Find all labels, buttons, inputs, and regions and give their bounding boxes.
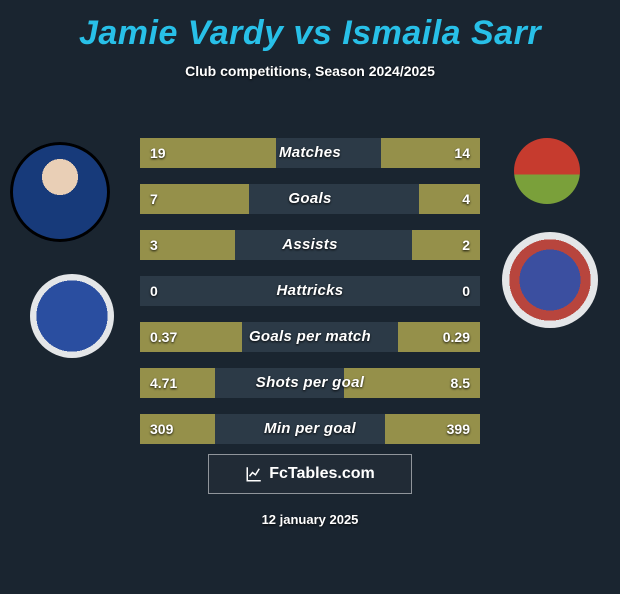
subtitle: Club competitions, Season 2024/2025 (0, 63, 620, 79)
stat-row: 74Goals (140, 184, 480, 214)
player-left-avatar (10, 142, 110, 242)
stat-label: Assists (140, 230, 480, 260)
stat-row: 309399Min per goal (140, 414, 480, 444)
club-left-badge (30, 274, 114, 358)
site-logo: FcTables.com (208, 454, 412, 494)
stat-label: Min per goal (140, 414, 480, 444)
stat-row: 1914Matches (140, 138, 480, 168)
stat-label: Goals (140, 184, 480, 214)
stat-row: 4.718.5Shots per goal (140, 368, 480, 398)
stat-label: Matches (140, 138, 480, 168)
stat-row: 00Hattricks (140, 276, 480, 306)
stats-container: 1914Matches 74Goals 32Assists 00Hattricks 0.… (140, 138, 480, 460)
page-title: Jamie Vardy vs Ismaila Sarr (0, 14, 620, 53)
chart-icon (245, 465, 263, 483)
club-right-badge (502, 232, 598, 328)
stat-label: Shots per goal (140, 368, 480, 398)
site-logo-text: FcTables.com (269, 465, 375, 483)
stat-row: 32Assists (140, 230, 480, 260)
stat-label: Goals per match (140, 322, 480, 352)
player-right-avatar (514, 138, 580, 204)
stat-label: Hattricks (140, 276, 480, 306)
stat-row: 0.370.29Goals per match (140, 322, 480, 352)
date-label: 12 january 2025 (0, 512, 620, 527)
